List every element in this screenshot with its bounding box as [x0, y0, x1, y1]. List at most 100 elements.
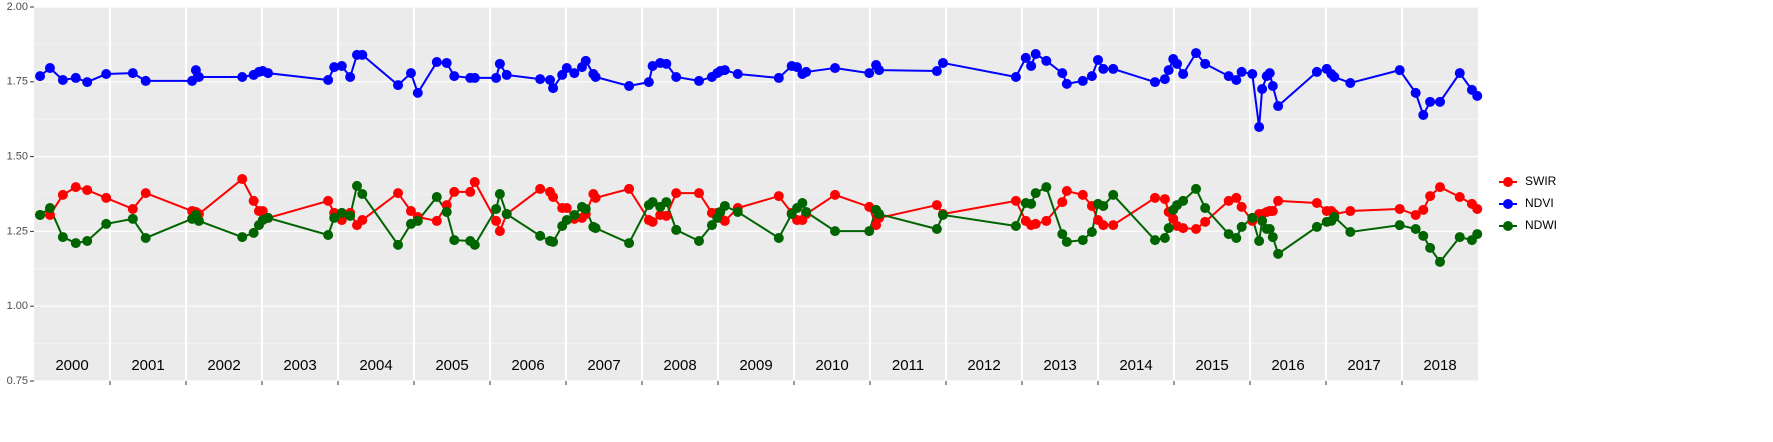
- data-point: [1311, 66, 1322, 77]
- data-point: [1061, 186, 1072, 197]
- data-point: [661, 58, 672, 69]
- data-point: [449, 186, 460, 197]
- data-point: [193, 215, 204, 226]
- data-point: [405, 68, 416, 79]
- legend-point: [1503, 199, 1513, 209]
- data-point: [1223, 229, 1234, 240]
- data-point: [931, 200, 942, 211]
- data-point: [70, 182, 81, 193]
- data-point: [801, 206, 812, 217]
- data-point: [1041, 55, 1052, 66]
- data-point: [864, 226, 875, 237]
- data-point: [548, 191, 559, 202]
- data-point: [1030, 188, 1041, 199]
- data-point: [1150, 235, 1160, 246]
- data-point: [1077, 75, 1088, 86]
- year-label: 2009: [739, 357, 772, 374]
- data-point: [1236, 221, 1247, 232]
- data-point: [792, 62, 803, 73]
- data-point: [1273, 195, 1284, 206]
- data-point: [1345, 77, 1356, 88]
- data-point: [1178, 195, 1189, 206]
- data-point: [1425, 96, 1436, 107]
- year-label: 2018: [1423, 357, 1456, 374]
- data-point: [624, 80, 635, 91]
- data-point: [569, 68, 580, 79]
- data-point: [1454, 68, 1465, 79]
- data-point: [1418, 230, 1429, 241]
- data-point: [465, 186, 476, 197]
- data-point: [405, 206, 416, 217]
- data-point: [352, 180, 362, 191]
- year-label: 2017: [1347, 357, 1380, 374]
- data-point: [1200, 203, 1211, 214]
- data-point: [1425, 191, 1436, 202]
- data-point: [494, 189, 505, 199]
- data-point: [1410, 87, 1421, 98]
- data-point: [671, 72, 682, 83]
- data-point: [1410, 224, 1421, 235]
- data-point: [706, 220, 717, 231]
- data-point: [1418, 204, 1429, 215]
- data-point: [773, 232, 784, 243]
- year-label: 2000: [55, 357, 88, 374]
- data-point: [1191, 48, 1202, 59]
- year-label: 2007: [587, 357, 620, 374]
- data-point: [323, 195, 334, 206]
- data-point: [1098, 200, 1109, 211]
- data-point: [257, 206, 268, 217]
- data-point: [1254, 235, 1265, 246]
- data-point: [937, 209, 948, 220]
- data-point: [1254, 121, 1265, 132]
- data-point: [1163, 223, 1174, 234]
- year-label: 2002: [207, 357, 240, 374]
- data-point: [561, 63, 572, 74]
- data-point: [494, 58, 505, 69]
- data-point: [797, 197, 808, 208]
- data-point: [1247, 212, 1258, 223]
- year-label: 2004: [359, 357, 392, 374]
- data-point: [441, 206, 452, 217]
- data-point: [1077, 189, 1088, 200]
- data-point: [931, 224, 942, 235]
- data-point: [671, 224, 682, 235]
- data-point: [1454, 232, 1465, 243]
- data-point: [1418, 110, 1429, 121]
- data-point: [830, 226, 841, 237]
- data-point: [237, 174, 248, 185]
- data-point: [590, 72, 601, 83]
- data-point: [441, 57, 452, 68]
- year-label: 2012: [967, 357, 1000, 374]
- data-point: [647, 197, 658, 208]
- data-point: [127, 203, 138, 214]
- year-label: 2006: [511, 357, 544, 374]
- data-point: [237, 232, 248, 243]
- data-point: [580, 55, 591, 66]
- data-point: [1010, 72, 1021, 83]
- data-point: [694, 235, 704, 246]
- data-point: [1163, 65, 1174, 76]
- data-point: [1410, 209, 1421, 220]
- data-point: [469, 72, 480, 83]
- data-point: [1264, 224, 1275, 235]
- data-point: [830, 63, 841, 74]
- data-point: [1472, 90, 1483, 101]
- data-point: [1200, 58, 1211, 69]
- y-tick-label: 0.75: [7, 375, 28, 387]
- data-point: [501, 69, 512, 80]
- data-point: [1435, 96, 1445, 107]
- data-point: [44, 63, 55, 74]
- data-point: [1098, 63, 1109, 74]
- data-point: [1159, 74, 1170, 85]
- data-point: [329, 62, 340, 73]
- data-point: [1057, 68, 1068, 79]
- data-point: [1057, 197, 1068, 208]
- data-point: [82, 185, 93, 196]
- data-point: [661, 210, 672, 221]
- data-point: [431, 57, 442, 68]
- data-point: [431, 215, 442, 226]
- data-point: [393, 80, 404, 91]
- data-point: [535, 74, 546, 85]
- data-point: [864, 68, 875, 79]
- data-point: [830, 189, 841, 200]
